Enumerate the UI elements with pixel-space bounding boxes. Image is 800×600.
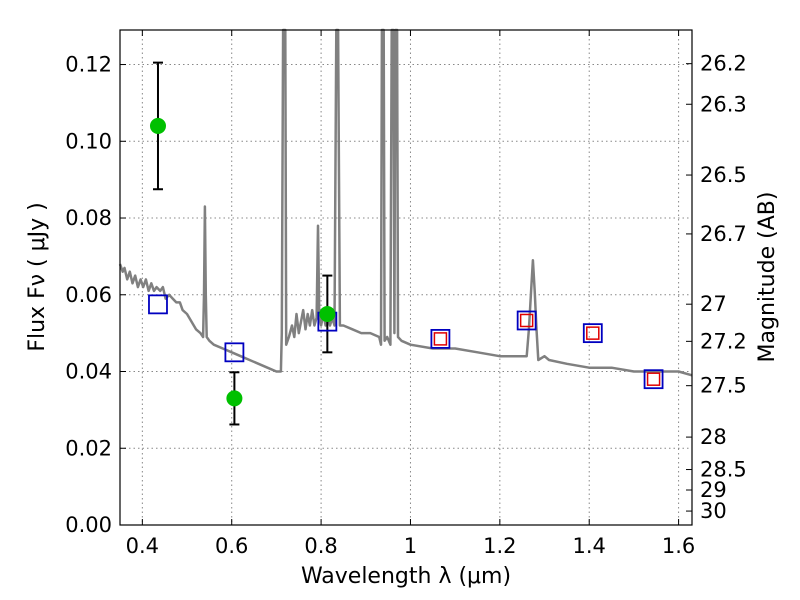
observed-flux-box: [586, 326, 600, 340]
x-tick-label: 0.6: [215, 534, 248, 558]
observed-flux-point: [226, 390, 243, 407]
model-flux-box: [224, 342, 245, 363]
mag-tick-label: 27.5: [700, 374, 747, 398]
y-tick-label: 0.02: [65, 436, 112, 460]
mag-tick-label: 27: [700, 292, 727, 316]
y-tick-label: 0.04: [65, 360, 112, 384]
y-axis-label: Flux Fν ( μJy ): [25, 202, 50, 351]
x-tick-label: 1.6: [662, 534, 695, 558]
observed-flux-box: [646, 372, 661, 386]
x-tick-label: 1.4: [573, 534, 606, 558]
model-flux-box: [148, 294, 168, 315]
model-flux-box: [516, 310, 537, 331]
mag-tick-label: 26.3: [700, 92, 747, 116]
y-tick-label: 0.06: [65, 283, 112, 307]
model-flux-box: [430, 328, 451, 349]
observed-flux-box: [519, 313, 534, 328]
y-tick-label: 0.10: [65, 129, 112, 153]
model-flux-box: [643, 369, 664, 390]
x-tick-label: 0.4: [126, 534, 159, 558]
x-tick-label: 1: [404, 534, 417, 558]
tick-layer: 0.4 0.6 0.8 1 1.2 1.4 1.6 0.00 0.02 0.04 0.06 0.08 0…: [65, 30, 747, 558]
mag-tick-label: 26.2: [700, 52, 747, 76]
marker-layer: [148, 117, 664, 407]
y-tick-label: 0.00: [65, 513, 112, 537]
observed-flux-point: [149, 117, 166, 134]
x-tick-label: 0.8: [304, 534, 337, 558]
mag-tick-label: 26.5: [700, 163, 747, 187]
x-tick-label: 1.2: [483, 534, 516, 558]
series-layer: [118, 28, 693, 377]
plot-frame: [119, 29, 693, 526]
y-tick-label: 0.08: [65, 206, 112, 230]
mag-tick-label: 29: [700, 478, 727, 502]
model-flux-box: [582, 323, 603, 344]
grid-layer: [120, 30, 692, 526]
x-axis-label: Wavelength λ (μm): [301, 564, 511, 589]
plot-area: [120, 30, 692, 525]
mag-tick-label: 30: [700, 499, 727, 523]
mag-tick-label: 28: [700, 425, 727, 449]
mag-tick-label: 28.5: [700, 458, 747, 482]
mag-tick-label: 26.7: [700, 222, 747, 246]
mag-tick-label: 27.2: [700, 329, 747, 353]
y-tick-label: 0.12: [65, 53, 112, 77]
observed-flux-point: [319, 305, 336, 322]
y-axis-right-label: Magnitude (AB): [755, 192, 780, 363]
model-spectrum-line: [118, 28, 693, 377]
observed-flux-box: [433, 332, 448, 346]
